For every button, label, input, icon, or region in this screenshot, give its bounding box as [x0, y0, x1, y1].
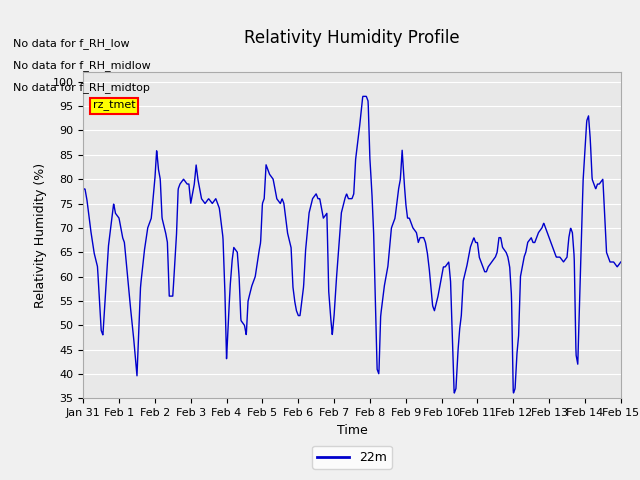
Text: Relativity Humidity Profile: Relativity Humidity Profile	[244, 29, 460, 47]
Legend: 22m: 22m	[312, 446, 392, 469]
Y-axis label: Relativity Humidity (%): Relativity Humidity (%)	[34, 163, 47, 308]
Text: No data for f_RH_midtop: No data for f_RH_midtop	[13, 82, 150, 93]
Text: rz_tmet: rz_tmet	[93, 101, 136, 111]
Text: No data for f_RH_midlow: No data for f_RH_midlow	[13, 60, 150, 71]
Text: No data for f_RH_low: No data for f_RH_low	[13, 38, 129, 49]
X-axis label: Time: Time	[337, 424, 367, 437]
